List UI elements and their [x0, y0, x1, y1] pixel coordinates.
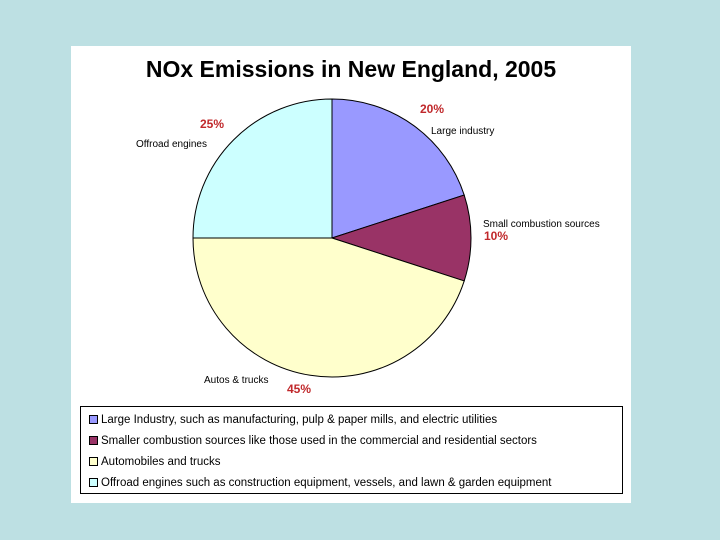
legend-swatch-large-industry — [89, 415, 98, 424]
legend-label-autos-trucks: Automobiles and trucks — [101, 455, 221, 468]
pie-slice-autos-trucks — [192, 237, 465, 378]
pie-slice-offroad-engines — [192, 98, 333, 239]
legend-item-small-combustion: Smaller combustion sources like those us… — [89, 430, 622, 451]
legend-swatch-offroad-engines — [89, 478, 98, 487]
pie-category-label-small-combustion: Small combustion sources — [483, 219, 600, 230]
chart-title: NOx Emissions in New England, 2005 — [145, 56, 557, 82]
pie-category-label-large-industry: Large industry — [431, 126, 494, 137]
chart-panel: NOx Emissions in New England, 2005 20% La… — [71, 46, 631, 503]
legend-item-autos-trucks: Automobiles and trucks — [89, 451, 622, 472]
pie-slice-small-combustion — [330, 194, 472, 282]
legend-label-small-combustion: Smaller combustion sources like those us… — [101, 434, 537, 447]
legend-label-large-industry: Large Industry, such as manufacturing, p… — [101, 413, 498, 426]
pie-category-label-autos-trucks: Autos & trucks — [204, 375, 268, 386]
legend-swatch-autos-trucks — [89, 457, 98, 466]
pie-pct-label-autos-trucks: 45% — [287, 382, 311, 396]
pie-category-label-offroad-engines: Offroad engines — [136, 139, 207, 150]
pie-pct-label-small-combustion: 10% — [484, 229, 508, 243]
pie-slice-large-industry — [331, 98, 465, 239]
pie-chart: 20% Large industry 10%Small combustion sou… — [136, 98, 600, 396]
legend-item-offroad-engines: Offroad engines such as construction equ… — [89, 472, 622, 493]
legend-swatch-small-combustion — [89, 436, 98, 445]
legend-label-offroad-engines: Offroad engines such as construction equ… — [101, 476, 552, 489]
pie-pct-label-offroad-engines: 25% — [200, 117, 224, 131]
chart-legend: Large Industry, such as manufacturing, p… — [80, 406, 623, 494]
legend-item-large-industry: Large Industry, such as manufacturing, p… — [89, 409, 622, 430]
pie-pct-label-large-industry: 20% — [420, 102, 444, 116]
